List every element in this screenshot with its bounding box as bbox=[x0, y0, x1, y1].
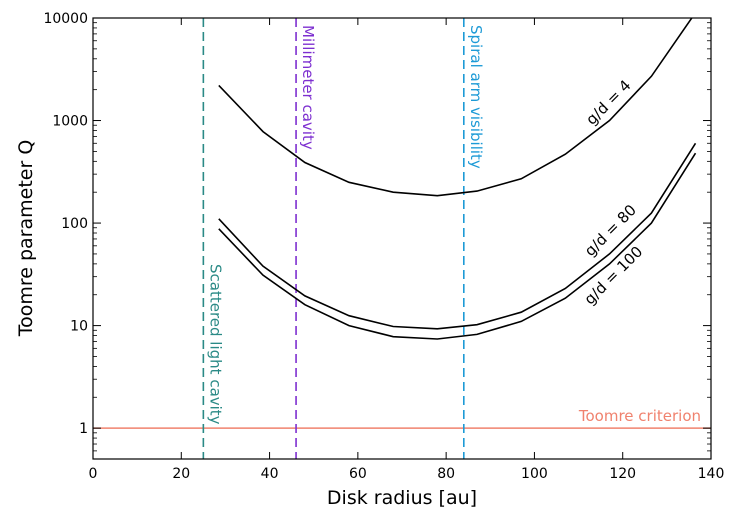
millimeter-cavity-label: Millimeter cavity bbox=[299, 25, 317, 150]
annotations: Toomre criterion Scattered light cavity Mi… bbox=[206, 25, 701, 425]
x-axis: 0 20 40 60 80 100 120 140 bbox=[89, 18, 725, 482]
x-tick-label: 20 bbox=[172, 466, 190, 482]
gd80-series-line bbox=[218, 142, 697, 330]
toomre-criterion-label: Toomre criterion bbox=[578, 407, 701, 425]
y-tick-label: 10 bbox=[70, 319, 88, 335]
x-tick-label: 140 bbox=[698, 466, 725, 482]
x-tick-label: 120 bbox=[609, 466, 636, 482]
y-tick-label: 100 bbox=[61, 216, 88, 232]
plot-frame bbox=[92, 17, 712, 460]
y-axis: 1 10 100 1000 10000 bbox=[43, 11, 711, 460]
x-axis-title: Disk radius [au] bbox=[327, 487, 477, 509]
x-tick-label: 0 bbox=[89, 466, 98, 482]
spiral-arm-visibility-label: Spiral arm visibility bbox=[467, 25, 485, 169]
scattered-light-cavity-label: Scattered light cavity bbox=[206, 264, 224, 425]
y-tick-label: 10000 bbox=[43, 11, 88, 27]
x-tick-label: 80 bbox=[437, 466, 455, 482]
y-axis-title: Toomre parameter Q bbox=[15, 140, 37, 338]
gd100-series-line bbox=[218, 152, 697, 340]
y-tick-label: 1 bbox=[79, 421, 88, 437]
x-tick-label: 40 bbox=[261, 466, 279, 482]
x-tick-label: 60 bbox=[349, 466, 367, 482]
x-tick-label: 100 bbox=[521, 466, 548, 482]
plot-area bbox=[93, 18, 711, 459]
gd4-series-line bbox=[218, 18, 693, 197]
y-tick-label: 1000 bbox=[52, 114, 88, 130]
